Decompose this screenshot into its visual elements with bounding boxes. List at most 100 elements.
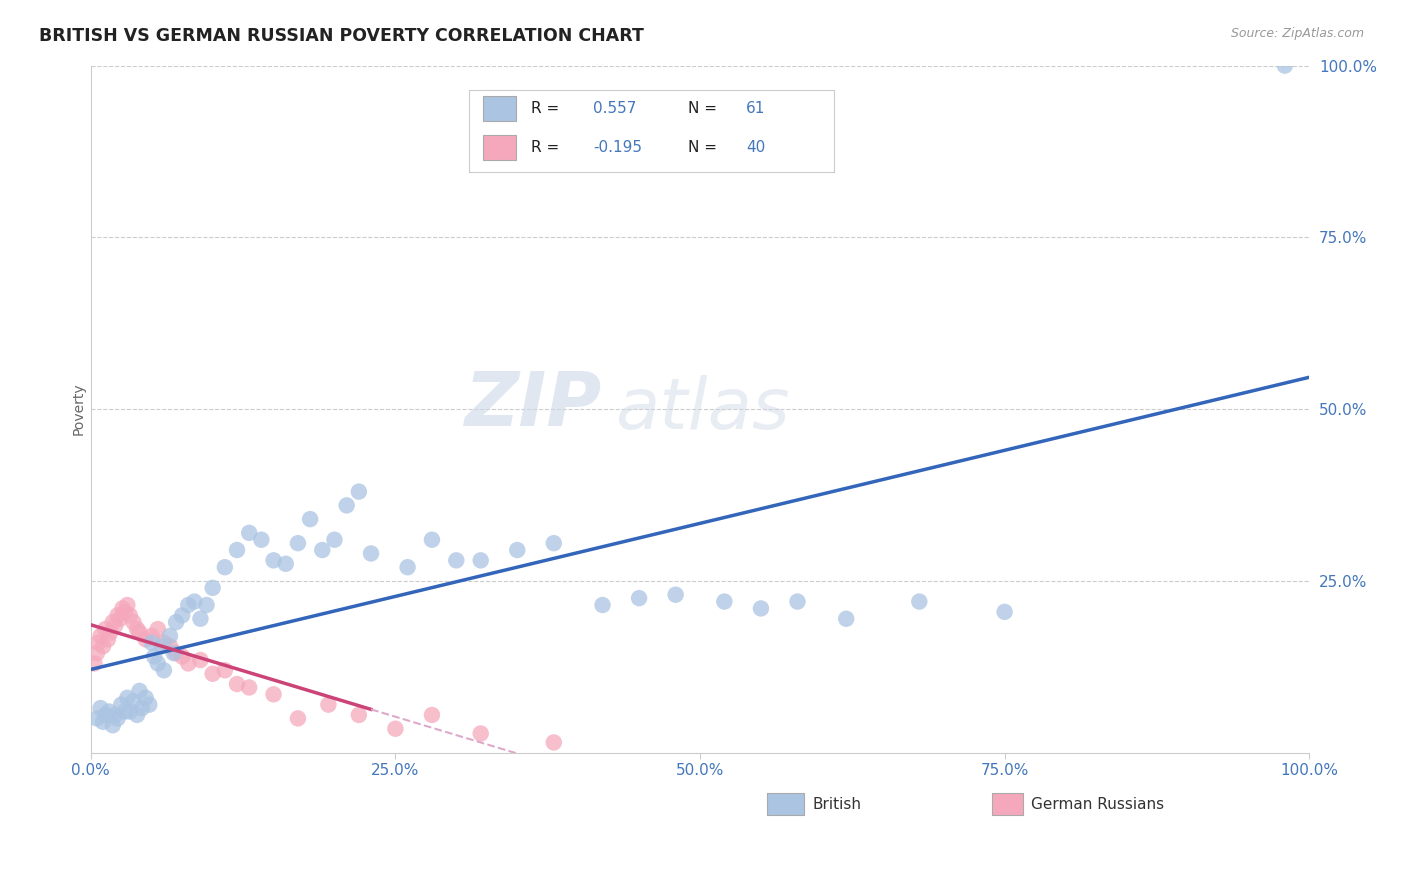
- Point: [592, 598, 614, 612]
- Point: [117, 690, 139, 705]
- Point: [86, 711, 108, 725]
- Point: [128, 684, 150, 698]
- Point: [141, 629, 163, 643]
- Point: [384, 722, 406, 736]
- Point: [287, 536, 309, 550]
- Point: [274, 557, 297, 571]
- Point: [111, 601, 134, 615]
- Point: [122, 615, 145, 630]
- Point: [543, 536, 565, 550]
- Text: Source: ZipAtlas.com: Source: ZipAtlas.com: [1230, 27, 1364, 40]
- Point: [628, 591, 651, 606]
- Point: [360, 546, 382, 560]
- Text: atlas: atlas: [614, 375, 789, 443]
- Point: [165, 615, 187, 630]
- Point: [177, 657, 200, 671]
- Point: [86, 646, 108, 660]
- Point: [146, 622, 169, 636]
- Point: [183, 594, 205, 608]
- Point: [94, 622, 117, 636]
- Point: [172, 608, 194, 623]
- Bar: [768, 793, 804, 814]
- Point: [107, 711, 129, 725]
- Point: [347, 708, 370, 723]
- Bar: [993, 793, 1024, 814]
- Point: [163, 646, 186, 660]
- Point: [446, 553, 468, 567]
- Point: [994, 605, 1017, 619]
- Point: [201, 666, 224, 681]
- Point: [150, 639, 173, 653]
- Point: [1274, 59, 1296, 73]
- Point: [263, 687, 285, 701]
- Point: [347, 484, 370, 499]
- Point: [83, 657, 105, 671]
- Point: [226, 677, 249, 691]
- Point: [107, 608, 129, 623]
- Point: [122, 694, 145, 708]
- Point: [299, 512, 322, 526]
- Point: [91, 714, 114, 729]
- Point: [104, 708, 127, 723]
- Point: [131, 701, 153, 715]
- Point: [287, 711, 309, 725]
- Point: [143, 649, 166, 664]
- Point: [98, 705, 121, 719]
- Point: [214, 663, 236, 677]
- Point: [470, 553, 492, 567]
- Point: [94, 708, 117, 723]
- Point: [238, 681, 260, 695]
- Point: [543, 735, 565, 749]
- Text: ZIP: ZIP: [465, 369, 603, 442]
- Point: [135, 690, 157, 705]
- Point: [263, 553, 285, 567]
- Point: [114, 705, 136, 719]
- Point: [190, 612, 212, 626]
- Point: [420, 533, 443, 547]
- Point: [135, 632, 157, 647]
- Point: [172, 649, 194, 664]
- Point: [323, 533, 346, 547]
- Point: [908, 594, 931, 608]
- Point: [110, 698, 132, 712]
- Point: [118, 705, 141, 719]
- Point: [128, 625, 150, 640]
- Point: [195, 598, 218, 612]
- Text: German Russians: German Russians: [1032, 797, 1164, 812]
- Point: [153, 636, 176, 650]
- Point: [90, 629, 112, 643]
- Point: [470, 726, 492, 740]
- Point: [127, 622, 149, 636]
- Point: [159, 639, 181, 653]
- Point: [311, 543, 333, 558]
- Point: [153, 663, 176, 677]
- Point: [214, 560, 236, 574]
- Point: [177, 598, 200, 612]
- Point: [165, 646, 187, 660]
- Point: [101, 615, 124, 630]
- Point: [87, 636, 110, 650]
- Point: [250, 533, 273, 547]
- Point: [97, 632, 120, 647]
- Point: [118, 608, 141, 623]
- Point: [336, 499, 359, 513]
- Point: [506, 543, 529, 558]
- Text: BRITISH VS GERMAN RUSSIAN POVERTY CORRELATION CHART: BRITISH VS GERMAN RUSSIAN POVERTY CORREL…: [39, 27, 644, 45]
- Point: [91, 639, 114, 653]
- Point: [127, 708, 149, 723]
- Point: [104, 618, 127, 632]
- Point: [159, 629, 181, 643]
- Point: [101, 718, 124, 732]
- Y-axis label: Poverty: Poverty: [72, 383, 86, 435]
- Point: [108, 612, 131, 626]
- Point: [201, 581, 224, 595]
- Point: [396, 560, 419, 574]
- Point: [98, 625, 121, 640]
- Point: [835, 612, 858, 626]
- Text: British: British: [813, 797, 860, 812]
- Point: [749, 601, 772, 615]
- Point: [786, 594, 808, 608]
- Point: [226, 543, 249, 558]
- Point: [90, 701, 112, 715]
- Point: [665, 588, 688, 602]
